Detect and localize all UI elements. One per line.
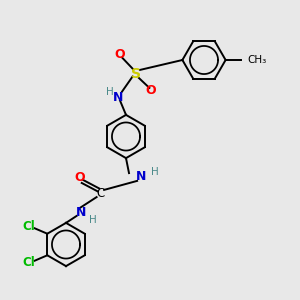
Text: CH₃: CH₃ — [248, 55, 267, 65]
Text: H: H — [88, 214, 96, 225]
Text: O: O — [146, 84, 156, 98]
Text: S: S — [131, 67, 142, 80]
Text: H: H — [151, 167, 159, 177]
Text: N: N — [136, 169, 146, 183]
Text: Cl: Cl — [22, 256, 35, 269]
Text: O: O — [74, 171, 85, 184]
Text: Cl: Cl — [22, 220, 35, 233]
Text: N: N — [113, 91, 124, 104]
Text: N: N — [76, 206, 86, 220]
Text: O: O — [115, 48, 125, 62]
Text: H: H — [106, 86, 114, 97]
Text: C: C — [96, 187, 105, 200]
